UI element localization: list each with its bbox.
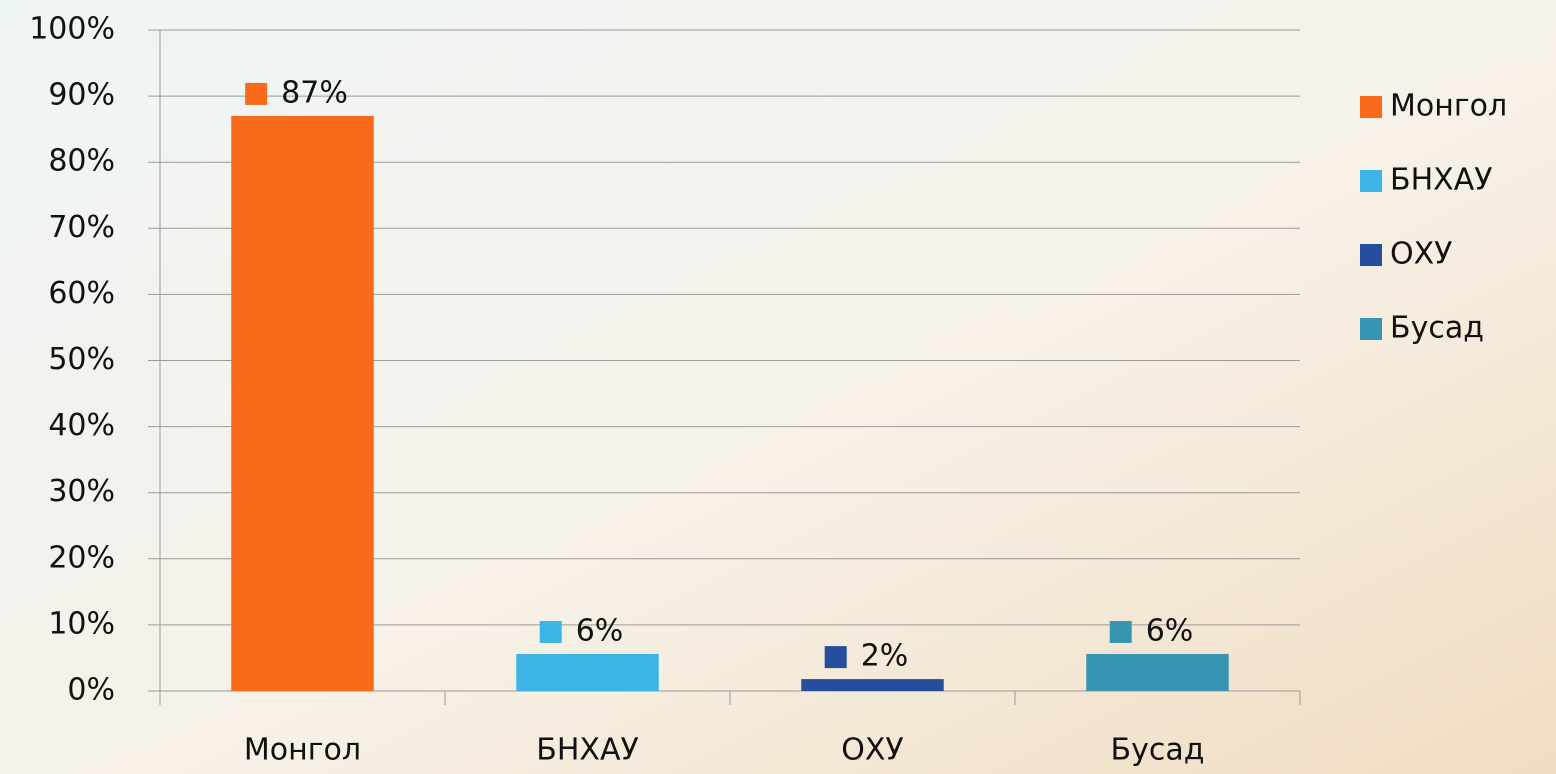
legend-label: Монгол: [1390, 89, 1507, 124]
legend-key: [1360, 96, 1382, 118]
y-tick-label: 50%: [48, 342, 115, 377]
legend-label: БНХАУ: [1390, 163, 1493, 198]
data-label: 87%: [281, 75, 348, 110]
data-label-key: [540, 621, 562, 643]
x-tick-label: БНХАУ: [536, 733, 639, 768]
x-tick-label: Монгол: [244, 733, 361, 768]
bar: [801, 679, 944, 691]
bar: [231, 116, 374, 691]
legend-label: ОХУ: [1390, 237, 1452, 272]
y-tick-label: 60%: [48, 276, 115, 311]
data-label-key: [245, 83, 267, 105]
data-label: 6%: [576, 613, 624, 648]
y-tick-label: 30%: [48, 474, 115, 509]
x-tick-label: ОХУ: [841, 733, 903, 768]
y-tick-label: 100%: [29, 12, 115, 47]
data-label: 2%: [861, 639, 909, 674]
y-tick-label: 80%: [48, 144, 115, 179]
bar: [516, 654, 659, 691]
chart: 0% 10% 20% 30% 40% 50% 60% 70% 80% 90% 100% Монгол 8…: [0, 0, 1556, 774]
data-label: 6%: [1146, 613, 1194, 648]
legend-label: Бусад: [1390, 311, 1484, 346]
y-tick-label: 70%: [48, 210, 115, 245]
y-tick-label: 90%: [48, 78, 115, 113]
bar: [1086, 654, 1229, 691]
y-tick-label: 10%: [48, 606, 115, 641]
legend-key: [1360, 318, 1382, 340]
legend-key: [1360, 170, 1382, 192]
y-tick-label: 0%: [67, 673, 115, 708]
x-tick-label: Бусад: [1111, 733, 1205, 768]
y-tick-label: 20%: [48, 540, 115, 575]
data-label-key: [1110, 621, 1132, 643]
y-tick-label: 40%: [48, 408, 115, 443]
data-label-key: [825, 646, 847, 668]
legend-key: [1360, 244, 1382, 266]
